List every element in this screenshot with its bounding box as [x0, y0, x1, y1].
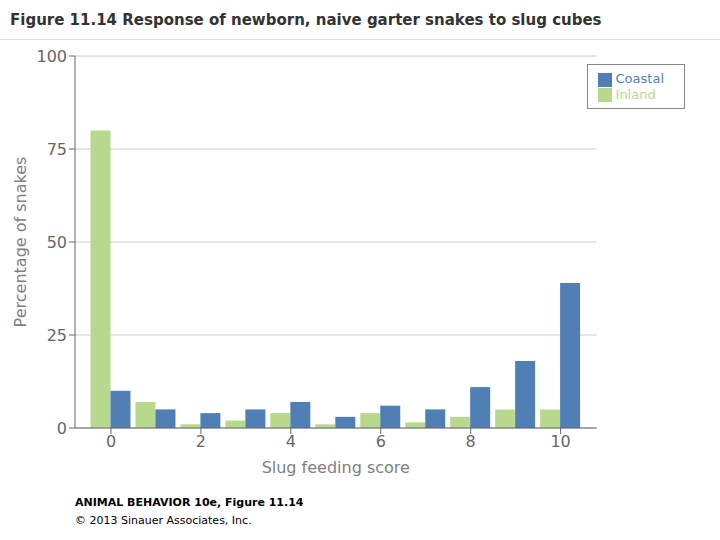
svg-text:4: 4 — [286, 432, 296, 451]
svg-text:6: 6 — [376, 432, 386, 451]
html-text:© 2013 Sinauer Associates, Inc: © 2013 Sinauer Associates, Inc. — [75, 514, 252, 527]
svg-text:0: 0 — [57, 419, 67, 438]
svg-text:2: 2 — [196, 432, 206, 451]
svg-text:10: 10 — [550, 432, 570, 451]
html-text:ANIMAL BEHAVIOR 10e, Figure 11: ANIMAL BEHAVIOR 10e, Figure 11.14 — [75, 496, 304, 509]
svg-text:50: 50 — [47, 233, 67, 252]
svg-text:Slug feeding score: Slug feeding score — [262, 458, 410, 477]
html-text:Inland: Inland — [615, 86, 656, 102]
svg-text:0: 0 — [106, 432, 116, 451]
svg-text:75: 75 — [47, 140, 67, 159]
html-text:Figure 11.14 Response of newbo: Figure 11.14 Response of newborn, naive … — [10, 10, 602, 29]
svg-text:Percentage of snakes: Percentage of snakes — [11, 157, 30, 328]
svg-text:8: 8 — [466, 432, 476, 451]
svg-text:100: 100 — [36, 47, 67, 66]
svg-text:25: 25 — [47, 326, 67, 345]
html-text:Coastal: Coastal — [615, 71, 664, 86]
